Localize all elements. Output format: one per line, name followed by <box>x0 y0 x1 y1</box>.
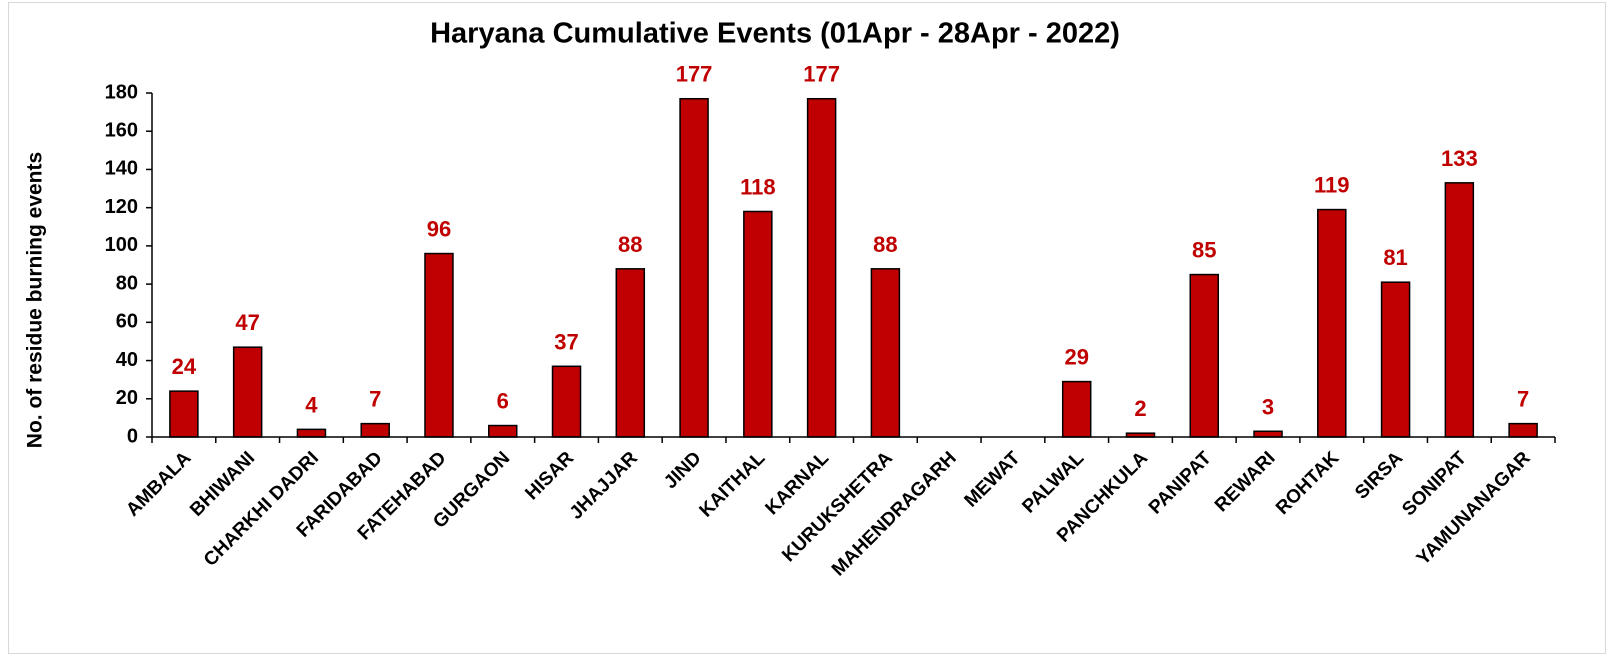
value-label: 7 <box>1517 387 1529 412</box>
value-label: 29 <box>1064 345 1088 370</box>
bar <box>424 252 454 438</box>
value-label: 133 <box>1441 146 1478 171</box>
bar <box>1253 430 1283 438</box>
bar <box>743 210 773 438</box>
bar <box>870 268 901 438</box>
bar <box>1444 182 1475 438</box>
value-label: 85 <box>1192 238 1216 263</box>
bar <box>1508 422 1538 438</box>
chart-title: Haryana Cumulative Events (01Apr - 28Apr… <box>430 18 1120 50</box>
value-label: 47 <box>235 310 259 335</box>
y-tick-label: 20 <box>116 387 138 409</box>
bar <box>296 428 327 438</box>
bar <box>615 268 646 438</box>
bar <box>551 365 582 438</box>
bar <box>806 97 837 438</box>
value-label: 119 <box>1314 173 1350 198</box>
bar <box>1189 273 1219 438</box>
bar <box>1061 380 1092 438</box>
value-label: 7 <box>369 387 381 412</box>
y-tick-label: 140 <box>105 158 138 180</box>
value-label: 177 <box>676 62 713 87</box>
y-axis-label: No. of residue burning events <box>24 152 47 448</box>
value-label: 177 <box>803 62 840 87</box>
value-label: 6 <box>497 389 509 414</box>
y-tick-label: 180 <box>105 81 138 103</box>
bar <box>1380 281 1411 438</box>
y-tick-label: 100 <box>105 234 138 256</box>
bar <box>360 422 390 438</box>
bar <box>169 390 199 438</box>
bar <box>1317 208 1347 438</box>
value-label: 37 <box>554 329 578 354</box>
bar <box>488 424 518 438</box>
y-tick-label: 0 <box>127 425 138 447</box>
value-label: 3 <box>1262 394 1274 419</box>
value-label: 118 <box>740 174 776 199</box>
y-tick-label: 40 <box>116 349 138 371</box>
value-label: 4 <box>305 392 318 417</box>
y-tick-label: 80 <box>116 272 138 294</box>
value-label: 88 <box>618 232 642 257</box>
bar <box>232 346 263 438</box>
value-label: 88 <box>873 232 897 257</box>
y-tick-label: 60 <box>116 311 138 333</box>
value-label: 81 <box>1383 245 1407 270</box>
y-tick-label: 160 <box>105 120 138 142</box>
y-tick-label: 120 <box>105 196 138 218</box>
bar <box>679 97 709 438</box>
value-label: 24 <box>172 354 197 379</box>
value-label: 96 <box>427 217 451 242</box>
value-label: 2 <box>1134 396 1146 421</box>
